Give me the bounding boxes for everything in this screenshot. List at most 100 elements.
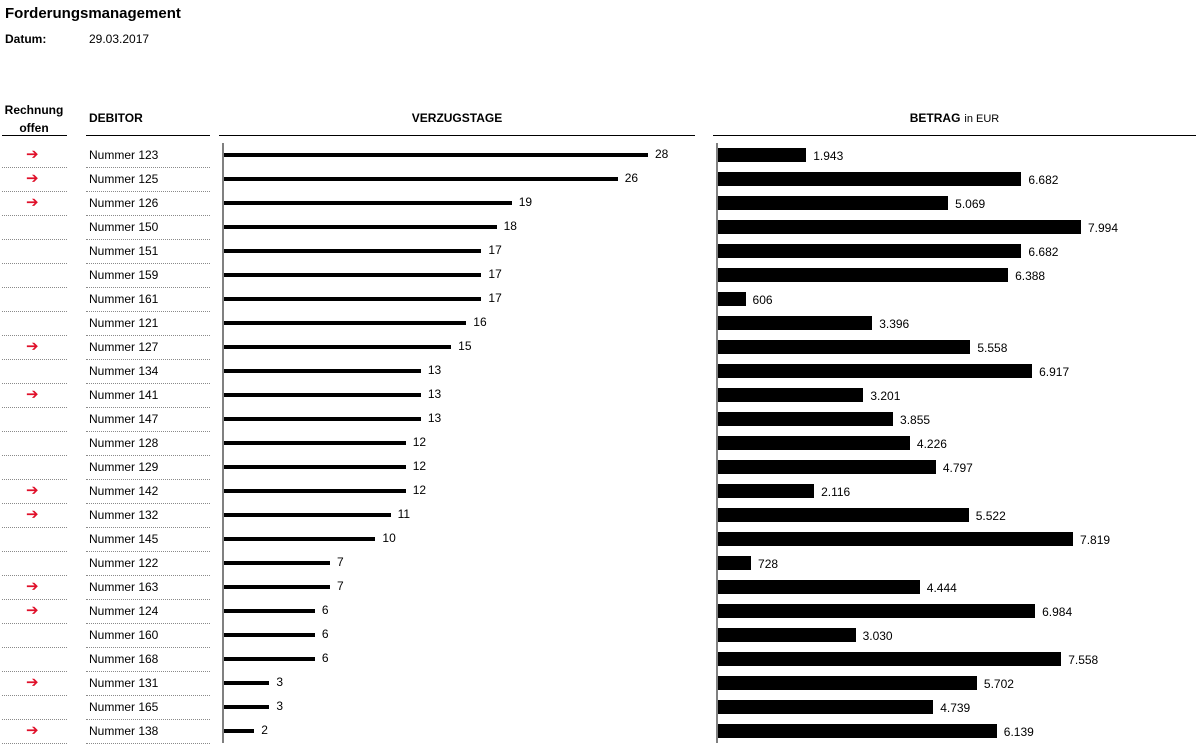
days-value-label: 13 [427, 411, 442, 425]
row-separator [2, 287, 67, 288]
row-separator [86, 239, 210, 240]
days-value-label: 17 [488, 243, 502, 257]
amount-bar [718, 700, 934, 714]
arrow-right-icon: ➔ [26, 386, 39, 403]
amount-value-label: 1.943 [813, 149, 844, 163]
page-title: Forderungsmanagement [5, 5, 181, 22]
amount-value-label: 6.388 [1015, 269, 1046, 283]
days-bar [224, 705, 270, 709]
amount-bar [718, 340, 971, 354]
days-bar [224, 441, 406, 445]
debitor-label: Nummer 128 [89, 436, 159, 450]
days-value-label: 12 [412, 483, 427, 497]
amount-value-label: 3.201 [870, 389, 901, 403]
days-bar [224, 225, 497, 229]
arrow-right-icon: ➔ [26, 602, 39, 619]
amount-bar [718, 268, 1009, 282]
days-bar [224, 609, 315, 613]
header-underline-open [2, 135, 67, 136]
days-value-label: 12 [412, 435, 427, 449]
amount-value-label: 4.797 [942, 461, 973, 475]
amount-bar [718, 676, 977, 690]
amount-bar [718, 532, 1074, 546]
row-separator [86, 383, 210, 384]
days-value-label: 17 [488, 267, 502, 281]
days-value-label: 19 [518, 195, 533, 209]
row-separator [86, 599, 210, 600]
amount-bar [718, 244, 1022, 258]
amount-value-label: 4.226 [916, 437, 947, 451]
days-value-label: 10 [382, 531, 396, 545]
row-separator [86, 551, 210, 552]
days-axis-line [222, 143, 224, 743]
row-separator [86, 503, 210, 504]
days-bar [224, 249, 482, 253]
arrow-right-icon: ➔ [26, 170, 39, 187]
amount-axis-line [716, 143, 718, 743]
amount-bar [718, 724, 997, 738]
row-separator [2, 431, 67, 432]
header-open-invoice: Rechnung offen [0, 101, 68, 137]
amount-bar [718, 484, 815, 498]
header-amount: BETRAG in EUR [713, 111, 1196, 125]
days-value-label: 28 [655, 147, 669, 161]
row-separator [2, 719, 67, 720]
row-separator [2, 191, 67, 192]
days-value-label: 12 [412, 459, 427, 473]
days-bar [224, 465, 406, 469]
days-value-label: 15 [458, 339, 472, 353]
row-separator [86, 335, 210, 336]
days-value-label: 16 [473, 315, 487, 329]
row-separator [86, 359, 210, 360]
debitor-label: Nummer 132 [89, 508, 159, 522]
debitor-label: Nummer 121 [89, 316, 159, 330]
row-separator [2, 215, 67, 216]
debitor-label: Nummer 150 [89, 220, 159, 234]
debitor-label: Nummer 134 [89, 364, 159, 378]
days-bar [224, 345, 452, 349]
debitor-label: Nummer 141 [89, 388, 159, 402]
row-separator [2, 239, 67, 240]
amount-bar [718, 364, 1033, 378]
days-bar [224, 537, 376, 541]
row-separator [86, 215, 210, 216]
days-value-label: 2 [261, 723, 268, 737]
row-separator [2, 383, 67, 384]
days-value-label: 17 [488, 291, 502, 305]
header-open-line2: offen [19, 121, 49, 135]
debitor-label: Nummer 145 [89, 532, 159, 546]
amount-bar [718, 196, 949, 210]
days-value-label: 26 [624, 171, 639, 185]
row-separator [2, 479, 67, 480]
amount-value-label: 5.069 [955, 197, 986, 211]
days-bar [224, 369, 421, 373]
amount-bar [718, 628, 856, 642]
days-bar [224, 297, 482, 301]
row-separator [2, 575, 67, 576]
row-separator [2, 599, 67, 600]
amount-bar [718, 556, 752, 570]
amount-value-label: 5.522 [975, 509, 1006, 523]
debitor-label: Nummer 124 [89, 604, 159, 618]
debitor-label: Nummer 131 [89, 676, 159, 690]
amount-bar [718, 508, 969, 522]
debitor-label: Nummer 127 [89, 340, 159, 354]
days-bar [224, 393, 421, 397]
amount-bar [718, 316, 873, 330]
row-separator [2, 263, 67, 264]
days-value-label: 13 [427, 363, 442, 377]
days-value-label: 7 [337, 555, 344, 569]
days-bar [224, 513, 391, 517]
days-value-label: 3 [276, 675, 284, 689]
debitor-label: Nummer 161 [89, 292, 159, 306]
arrow-right-icon: ➔ [26, 506, 39, 523]
days-value-label: 13 [427, 387, 442, 401]
arrow-right-icon: ➔ [26, 578, 39, 595]
arrow-right-icon: ➔ [26, 194, 39, 211]
amount-bar [718, 220, 1081, 234]
amount-value-label: 6.984 [1042, 605, 1073, 619]
row-separator [86, 527, 210, 528]
row-separator [86, 167, 210, 168]
row-separator [86, 695, 210, 696]
debitor-label: Nummer 142 [89, 484, 159, 498]
